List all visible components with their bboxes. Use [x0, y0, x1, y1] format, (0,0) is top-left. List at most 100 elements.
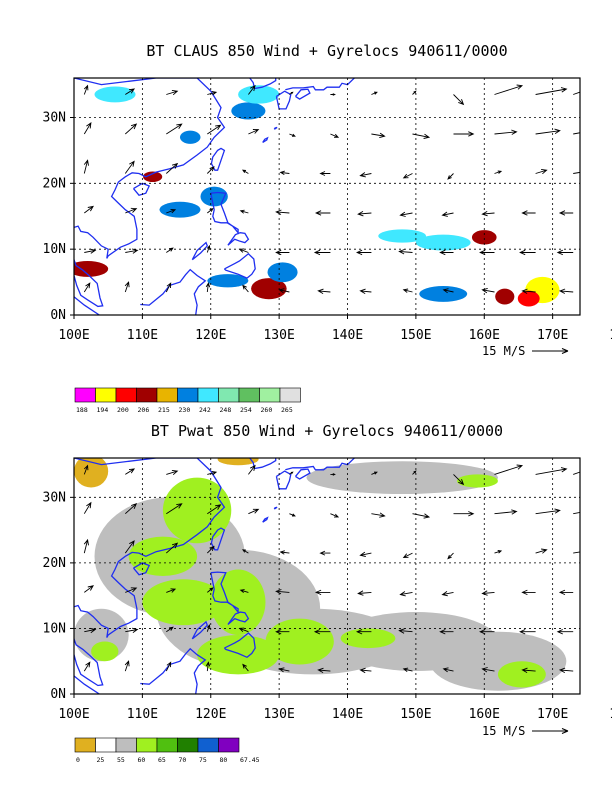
wind-vector [357, 590, 372, 596]
y-tick-label: 10N [43, 242, 66, 257]
wind-vector [359, 551, 372, 557]
wind-vector [125, 88, 136, 95]
field-blob [456, 474, 498, 488]
coastline-segment [191, 620, 209, 640]
wind-vector [453, 131, 475, 137]
wind-vector [573, 512, 580, 515]
colorbar-label: 67.45 [240, 756, 260, 764]
wind-vector [124, 281, 130, 293]
field-blob [162, 477, 232, 544]
field-blob [497, 661, 546, 688]
x-tick-label: 120E [195, 707, 226, 722]
wind-vector [207, 207, 214, 214]
wind-vector [558, 589, 574, 596]
wind-vector [573, 132, 580, 135]
coastline-segment [295, 88, 311, 100]
coastline-segment [133, 182, 151, 196]
wind-vector [83, 159, 89, 174]
panel-claus: BT CLAUS 850 Wind + Gyrelocs 940611/0000… [43, 42, 612, 414]
x-tick-label: 180 [609, 328, 612, 343]
y-tick-label: 20N [43, 176, 66, 191]
vector-reference-arrowhead [561, 348, 569, 354]
chart-title: BT CLAUS 850 Wind + Gyrelocs 940611/0000 [146, 42, 507, 60]
wind-vector [207, 91, 218, 96]
colorbar-label: 25 [97, 756, 105, 764]
wind-vector [206, 624, 211, 632]
wind-vector [398, 249, 413, 255]
wind-vector [519, 249, 536, 256]
wind-vector [124, 160, 135, 174]
wind-vector [453, 511, 475, 517]
wind-vector [330, 133, 340, 138]
wind-vector [357, 211, 372, 217]
wind-vector [279, 550, 290, 555]
wind-vector [241, 549, 249, 554]
wind-vector [83, 501, 92, 514]
wind-vector [207, 124, 222, 135]
wind-vector [166, 626, 174, 633]
colorbar-swatch [238, 387, 260, 403]
colorbar-label: 60 [138, 756, 146, 764]
wind-vector [205, 661, 211, 672]
coastline-segment [133, 562, 151, 576]
wind-vector [573, 91, 580, 95]
wind-vector [248, 129, 260, 135]
wind-vector [238, 248, 249, 253]
colorbar-label: 75 [199, 756, 207, 764]
plot-frame [73, 77, 581, 316]
grid-lines [74, 458, 580, 694]
wind-vector [453, 474, 465, 486]
colorbar-label: 265 [281, 406, 293, 414]
field-blob [429, 631, 567, 691]
coastline-segment [285, 458, 355, 471]
wind-vector [371, 132, 386, 139]
wind-vector [535, 168, 548, 175]
wind-vector [125, 248, 139, 254]
wind-vector [494, 509, 518, 515]
wind-vector [275, 209, 290, 215]
field-blob [94, 86, 136, 103]
colorbar-label: 242 [199, 406, 211, 414]
colorbar-swatch [259, 387, 281, 403]
coastline-segment [74, 675, 100, 694]
field-blob [210, 569, 266, 635]
wind-vector [124, 660, 130, 672]
coastline-segment [74, 458, 226, 687]
field-blob [91, 641, 119, 662]
y-tick-label: 30N [43, 111, 66, 126]
wind-vector [521, 589, 536, 596]
wind-vector [317, 667, 331, 673]
wind-vector [319, 550, 331, 556]
wind-vector [330, 513, 340, 518]
wind-vector [241, 169, 249, 174]
coastline-segment [191, 241, 209, 261]
wind-vector [313, 249, 331, 256]
wind-vector [83, 84, 89, 95]
colorbar-swatch [279, 387, 301, 403]
wind-vector [165, 661, 172, 672]
field-blob [74, 458, 109, 488]
axis-ticks: 100E 110E 120E 130E 140E 150E 160E 170E 180 0N 10N… [43, 111, 612, 344]
colorbar-label: 70 [179, 756, 187, 764]
field-blob [378, 229, 427, 243]
x-tick-label: 160E [469, 328, 500, 343]
wind-vector [317, 288, 331, 294]
wind-vector [556, 629, 574, 635]
wind-vector [399, 591, 413, 597]
coastline-segment [210, 147, 226, 171]
wind-vector [442, 667, 454, 673]
x-tick-label: 180 [609, 707, 612, 722]
colorbar-label: 200 [117, 406, 129, 414]
wind-vector [166, 247, 174, 253]
wind-vector [239, 209, 249, 214]
wind-vector [207, 587, 214, 593]
field-blob [415, 234, 471, 251]
colorbar: 188 194 200 206 215 230 242 248 254 260 265 [74, 387, 301, 414]
x-tick-label: 140E [332, 328, 363, 343]
field-blob [207, 274, 249, 288]
coastline-segment [140, 647, 207, 694]
vector-reference-label: 15 M/S [482, 724, 525, 738]
wind-vector [289, 133, 296, 137]
wind-vector [479, 629, 495, 635]
coastline-segment [273, 126, 278, 130]
